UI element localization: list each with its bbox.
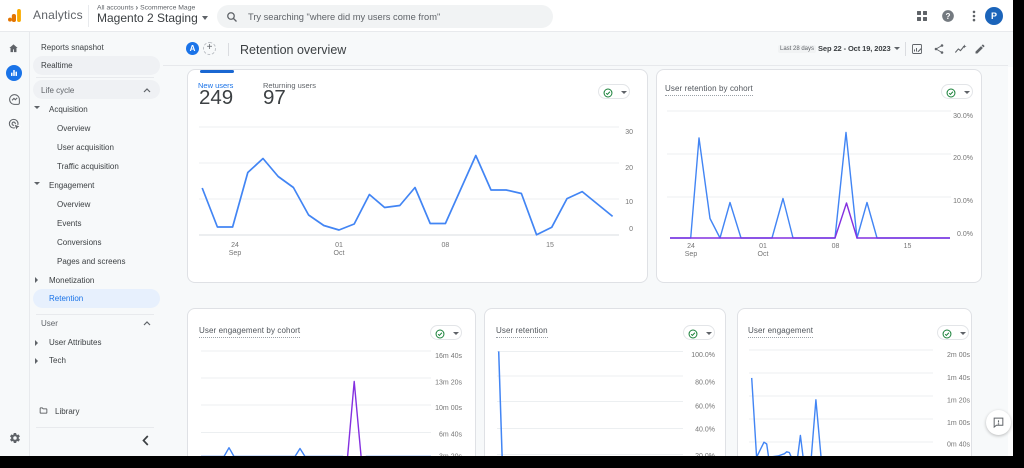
svg-text:20.0%: 20.0% <box>953 155 973 162</box>
svg-text:80.0%: 80.0% <box>695 380 715 387</box>
svg-text:20.0%: 20.0% <box>695 453 715 456</box>
svg-text:?: ? <box>946 12 951 21</box>
svg-text:01: 01 <box>759 243 767 250</box>
svg-text:3m 20s: 3m 20s <box>439 454 462 456</box>
svg-text:0m 40s: 0m 40s <box>947 442 970 449</box>
svg-text:40.0%: 40.0% <box>695 427 715 434</box>
svg-text:13m 20s: 13m 20s <box>435 380 462 387</box>
svg-text:08: 08 <box>442 242 450 249</box>
svg-text:24: 24 <box>687 243 695 250</box>
svg-text:10m 00s: 10m 00s <box>435 405 462 412</box>
svg-text:30.0%: 30.0% <box>953 113 973 120</box>
svg-text:10: 10 <box>625 199 633 206</box>
svg-text:0.0%: 0.0% <box>957 231 973 238</box>
svg-text:1m 40s: 1m 40s <box>947 375 970 382</box>
svg-text:60.0%: 60.0% <box>695 404 715 411</box>
svg-text:15: 15 <box>546 242 554 249</box>
svg-text:1m 00s: 1m 00s <box>947 420 970 427</box>
svg-text:0: 0 <box>629 226 633 233</box>
svg-text:Oct: Oct <box>334 250 345 257</box>
svg-text:Sep: Sep <box>685 251 698 258</box>
svg-text:2m 00s: 2m 00s <box>947 352 970 359</box>
svg-text:01: 01 <box>335 242 343 249</box>
svg-text:10.0%: 10.0% <box>953 198 973 205</box>
svg-text:08: 08 <box>832 243 840 250</box>
svg-text:15: 15 <box>904 243 912 250</box>
svg-text:6m 40s: 6m 40s <box>439 432 462 439</box>
svg-text:24: 24 <box>231 242 239 249</box>
svg-text:16m 40s: 16m 40s <box>435 353 462 360</box>
svg-text:Oct: Oct <box>758 251 769 258</box>
svg-text:100.0%: 100.0% <box>691 352 715 359</box>
svg-text:30: 30 <box>625 129 633 136</box>
svg-text:1m 20s: 1m 20s <box>947 398 970 405</box>
svg-text:Sep: Sep <box>229 250 242 257</box>
svg-text:20: 20 <box>625 165 633 172</box>
